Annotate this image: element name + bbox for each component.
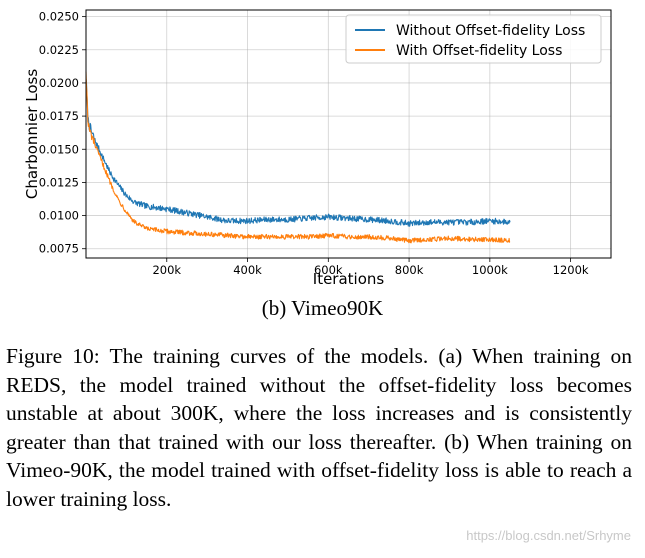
- figure-caption: Figure 10: The training curves of the mo…: [6, 344, 632, 511]
- x-tick-label: 1000k: [472, 263, 508, 277]
- x-tick-label: 600k: [314, 263, 343, 277]
- y-tick-label: 0.0075: [39, 242, 79, 256]
- series-line-without-offset-fidelity: [85, 78, 511, 227]
- legend-label-without: Without Offset-fidelity Loss: [396, 23, 585, 39]
- y-tick-label: 0.0225: [39, 43, 79, 57]
- x-tick-label: 800k: [395, 263, 424, 277]
- series-line-with-offset-fidelity: [85, 71, 511, 244]
- y-tick-label: 0.0175: [39, 109, 79, 123]
- series-lines: [85, 71, 511, 244]
- y-tick-label: 0.0250: [39, 10, 79, 24]
- y-tick-label: 0.0125: [39, 175, 79, 189]
- x-axis-ticks: 200k 400k 600k 800k 1000k 1200k: [152, 258, 589, 277]
- legend: Without Offset-fidelity Loss With Offset…: [345, 14, 602, 64]
- y-tick-label: 0.0100: [39, 209, 79, 223]
- loss-chart: 200k 400k 600k 800k 1000k 1200k 0.00750.01000…: [23, 9, 612, 288]
- x-axis-label: Iterations: [313, 270, 385, 288]
- y-tick-label: 0.0200: [39, 76, 79, 90]
- watermark: https://blog.csdn.net/Srhyme: [466, 528, 631, 543]
- y-axis-ticks: 0.0075 0.0100 0.0125 0.0150 0.0175 0.0200 0.02…: [39, 10, 86, 256]
- x-tick-label: 200k: [152, 263, 181, 277]
- x-tick-label: 400k: [233, 263, 262, 277]
- y-tick-label: 0.0150: [39, 142, 79, 156]
- subcaption: (b) Vimeo90K: [261, 296, 384, 320]
- legend-label-with: With Offset-fidelity Loss: [396, 43, 562, 59]
- x-tick-label: 1200k: [553, 263, 589, 277]
- legend-box: [345, 14, 602, 64]
- y-axis-label: Charbonnier Loss: [23, 69, 41, 199]
- plot-frame: [85, 9, 612, 259]
